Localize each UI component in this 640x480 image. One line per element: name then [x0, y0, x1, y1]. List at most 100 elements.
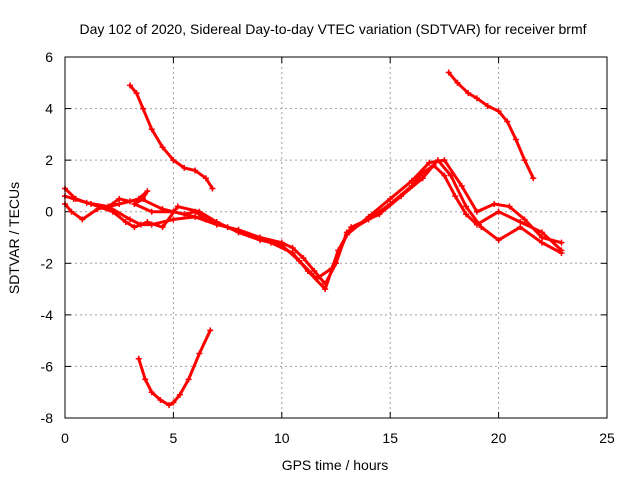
data-point — [148, 208, 155, 215]
data-point — [454, 79, 461, 86]
data-point — [512, 136, 519, 143]
data-point — [521, 157, 528, 164]
data-point — [88, 200, 95, 207]
data-point — [426, 159, 433, 166]
data-point — [148, 126, 155, 133]
data-point — [170, 216, 177, 223]
data-point — [521, 216, 528, 223]
data-point — [174, 203, 181, 210]
data-point — [452, 193, 459, 200]
data-point — [463, 211, 470, 218]
data-point — [170, 399, 177, 406]
data-point — [504, 118, 511, 125]
data-point — [127, 198, 134, 205]
y-tick-label: 6 — [45, 49, 53, 65]
series-line-track-3 — [63, 158, 563, 281]
series-group — [62, 69, 565, 409]
data-point — [478, 224, 485, 231]
data-point — [133, 90, 140, 97]
data-point — [408, 177, 415, 184]
data-point — [148, 389, 155, 396]
data-point — [192, 167, 199, 174]
data-point — [140, 105, 147, 112]
data-point — [517, 224, 524, 231]
x-tick-label: 20 — [491, 430, 507, 446]
data-point — [202, 175, 209, 182]
data-point — [365, 213, 372, 220]
data-point — [322, 286, 329, 293]
data-point — [142, 376, 149, 383]
data-point — [192, 208, 199, 215]
data-point — [144, 219, 151, 226]
data-point — [209, 185, 216, 192]
data-point — [122, 219, 129, 226]
y-tick-label: -2 — [41, 255, 54, 271]
data-point — [491, 200, 498, 207]
x-tick-label: 0 — [61, 430, 69, 446]
data-point — [181, 164, 188, 171]
data-point — [458, 182, 465, 189]
data-point — [441, 172, 448, 179]
series-line-track-6 — [137, 328, 212, 407]
x-tick-label: 10 — [274, 430, 290, 446]
data-point — [289, 244, 296, 251]
data-point — [68, 208, 75, 215]
data-point — [159, 224, 166, 231]
data-point — [419, 175, 426, 182]
data-point — [495, 108, 502, 115]
x-tick-label: 25 — [599, 430, 615, 446]
data-point — [185, 376, 192, 383]
tick-labels: 0 5 10 15 20 25 -8 -6 -4 -2 0 2 4 6 — [41, 49, 615, 446]
data-point — [530, 175, 537, 182]
data-point — [181, 211, 188, 218]
data-point — [116, 200, 123, 207]
data-point — [79, 216, 86, 223]
y-tick-label: 4 — [45, 101, 53, 117]
data-point — [105, 203, 112, 210]
data-point — [296, 257, 303, 264]
data-point — [517, 219, 524, 226]
data-point — [387, 195, 394, 202]
series-line-track-5 — [128, 83, 214, 190]
data-point — [257, 237, 264, 244]
data-point — [441, 157, 448, 164]
data-point — [473, 208, 480, 215]
data-point — [328, 265, 335, 272]
y-axis-label: SDTVAR / TECUs — [6, 182, 22, 294]
data-point — [196, 350, 203, 357]
data-point — [278, 242, 285, 249]
data-point — [116, 195, 123, 202]
data-point — [538, 229, 545, 236]
data-point — [170, 157, 177, 164]
grid — [65, 57, 607, 418]
data-point — [445, 69, 452, 76]
data-point — [157, 396, 164, 403]
data-point — [131, 200, 138, 207]
data-point — [311, 268, 318, 275]
y-tick-label: -8 — [41, 410, 54, 426]
data-point — [127, 216, 134, 223]
data-point — [144, 188, 151, 195]
x-axis-label: GPS time / hours — [282, 457, 389, 473]
data-point — [348, 224, 355, 231]
data-point — [495, 237, 502, 244]
data-point — [538, 239, 545, 246]
chart-title: Day 102 of 2020, Sidereal Day-to-day VTE… — [79, 21, 586, 37]
data-point — [484, 102, 491, 109]
data-point — [202, 216, 209, 223]
data-point — [300, 255, 307, 262]
data-point — [495, 208, 502, 215]
y-tick-label: -4 — [41, 307, 54, 323]
data-point — [70, 195, 77, 202]
data-point — [463, 203, 470, 210]
x-tick-label: 15 — [382, 430, 398, 446]
data-point — [558, 239, 565, 246]
data-point — [166, 402, 173, 409]
data-point — [235, 229, 242, 236]
data-point — [558, 249, 565, 256]
data-point — [447, 172, 454, 179]
data-point — [465, 90, 472, 97]
data-point — [176, 391, 183, 398]
plot-border — [64, 56, 608, 419]
